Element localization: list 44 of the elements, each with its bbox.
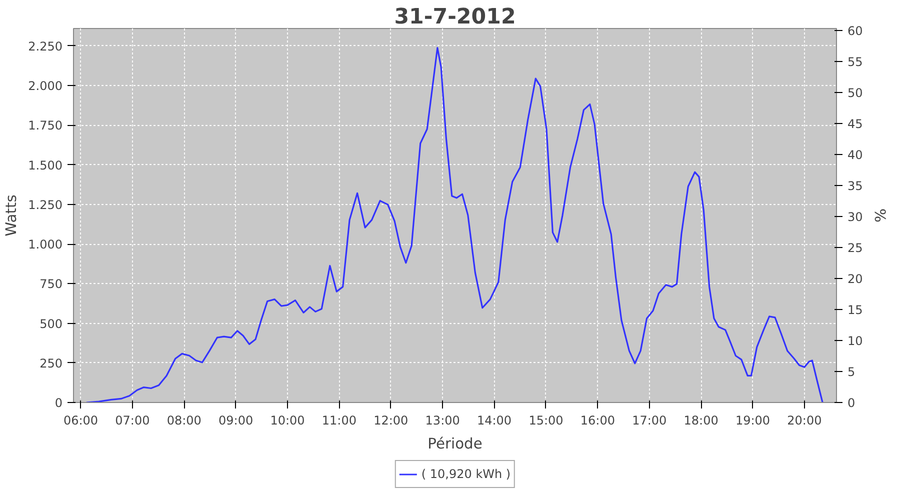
x-axis-title: Période: [428, 436, 482, 452]
y2-axis-title: %: [870, 208, 888, 223]
x-tick-label: 20:00: [787, 414, 822, 428]
y2-tick-label: 20: [848, 272, 863, 286]
line-series: [86, 47, 824, 402]
y2-tick-label: 45: [848, 116, 863, 131]
legend-label: ( 10,920 kWh ): [421, 467, 511, 481]
y-tick-label: 0: [54, 396, 63, 410]
y2-tick-label: 30: [848, 210, 863, 224]
y2-tick-label: 5: [848, 364, 856, 379]
y-tick-label: 2.000: [28, 79, 63, 94]
x-tick-label: 12:00: [374, 414, 408, 428]
x-tick-label: 06:00: [63, 414, 98, 428]
x-tick-label: 16:00: [580, 414, 615, 428]
y-tick-label: 1.000: [28, 238, 63, 252]
y-tick-label: 1.250: [28, 198, 63, 212]
y2-tick-label: 0: [848, 396, 856, 410]
y2-tick-label: 50: [848, 86, 863, 100]
y2-tick-label: 40: [848, 148, 863, 162]
y2-tick-label: 15: [848, 302, 863, 317]
y-tick-label: 750: [40, 277, 62, 292]
y-tick-label: 2.250: [28, 39, 63, 54]
x-tick-label: 19:00: [735, 414, 770, 428]
x-tick-label: 17:00: [632, 414, 667, 428]
x-tick-label: 13:00: [425, 414, 460, 428]
y-axis-title: Watts: [3, 194, 20, 236]
y2-tick-label: 25: [848, 240, 863, 255]
x-tick-label: 08:00: [166, 414, 202, 428]
y-tick-label: 250: [40, 356, 62, 370]
x-tick-label: 15:00: [528, 414, 564, 428]
x-tick-label: 07:00: [115, 414, 150, 428]
y2-tick-label: 55: [848, 54, 863, 69]
x-tick-label: 14:00: [476, 414, 512, 428]
y2-tick-label: 35: [848, 178, 863, 193]
y-tick-label: 500: [40, 316, 62, 331]
chart-title: 31-7-2012: [394, 4, 516, 30]
y-tick-label: 1.500: [28, 158, 63, 172]
y2-tick-label: 10: [848, 334, 863, 348]
x-tick-label: 11:00: [322, 414, 357, 428]
x-tick-label: 18:00: [684, 414, 718, 428]
y-tick-label: 1.750: [28, 118, 63, 133]
x-tick-label: 10:00: [270, 414, 305, 428]
y2-tick-label: 60: [848, 24, 863, 38]
x-tick-label: 09:00: [218, 414, 254, 428]
